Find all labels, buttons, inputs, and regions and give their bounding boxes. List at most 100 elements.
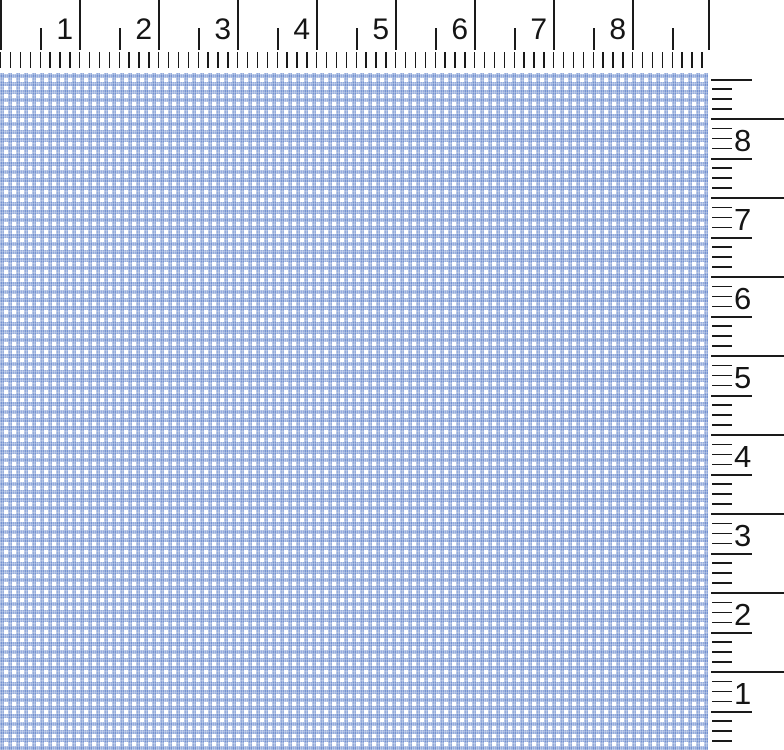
eighth-inch-tick [177,52,180,68]
eighth-inch-tick [286,52,288,68]
eighth-inch-tick [712,305,732,308]
eighth-inch-tick [128,52,130,68]
ruler-number: 2 [135,13,152,46]
right-ruler-vertical: 8 7 6 5 4 3 2 1 [711,73,784,750]
inch-tick [79,0,81,50]
half-inch-tick [711,78,752,81]
ruler-number: 7 [530,13,547,46]
eighth-inch-tick [523,52,525,68]
eighth-inch-tick [712,740,732,742]
half-inch-tick [711,631,752,634]
inch-tick [474,0,476,50]
eighth-inch-tick [167,52,170,68]
eighth-inch-tick [712,98,732,100]
ruler-number: 8 [734,123,752,158]
inch-tick [711,513,784,515]
eighth-inch-tick [712,493,732,495]
eighth-inch-tick [712,345,732,347]
top-ruler-horizontal: 1 2 3 4 5 6 7 8 [0,0,716,68]
eighth-inch-tick [395,52,397,68]
eighth-inch-tick [612,52,614,68]
eighth-inch-tick [543,52,545,68]
eighth-inch-tick [69,52,71,68]
eighth-inch-tick [712,256,732,258]
eighth-inch-tick [207,52,209,68]
eighth-inch-tick [19,52,22,68]
gingham-fabric-swatch [0,73,708,750]
half-inch-tick [118,28,121,50]
half-inch-tick [39,28,42,50]
eighth-inch-tick [553,52,555,68]
eighth-inch-tick [712,216,732,219]
eighth-inch-tick [276,52,278,68]
half-inch-tick [513,28,516,50]
half-inch-tick [434,28,437,50]
eighth-inch-tick [712,127,732,130]
eighth-inch-tick [712,562,732,564]
half-inch-tick [711,157,752,160]
eighth-inch-tick [79,52,81,68]
eighth-inch-tick [335,52,338,68]
inch-tick [158,0,160,50]
eighth-inch-tick [108,52,111,68]
inch-tick [237,0,239,50]
eighth-inch-tick [375,52,377,68]
inch-tick [711,276,784,278]
eighth-inch-tick [533,52,535,68]
eighth-inch-tick [0,52,2,68]
eighth-inch-tick [138,52,140,68]
eighth-inch-tick [296,52,298,68]
inch-tick [711,592,784,594]
eighth-inch-tick [651,52,654,68]
eighth-inch-tick [712,414,732,416]
eighth-inch-tick [712,532,732,535]
eighth-inch-tick [712,443,732,446]
eighth-inch-tick [712,384,732,387]
eighth-inch-tick [701,52,703,68]
eighth-inch-tick [365,52,367,68]
eighth-inch-tick [306,52,308,68]
ruler-number: 1 [734,676,752,711]
eighth-inch-tick [237,52,239,68]
eighth-inch-tick [88,52,91,68]
eighth-inch-tick [266,52,269,68]
eighth-inch-tick [712,611,732,614]
half-inch-tick [711,394,752,397]
ruler-number: 1 [56,13,73,46]
inch-tick [711,434,784,436]
half-inch-tick [711,315,752,318]
eighth-inch-tick [414,52,417,68]
ruler-number: 5 [372,13,389,46]
ruler-number: 3 [734,518,752,553]
inch-tick [711,355,784,357]
eighth-inch-tick [503,52,506,68]
eighth-inch-tick [483,52,486,68]
eighth-inch-tick [712,424,732,426]
eighth-inch-tick [622,52,624,68]
ruler-number: 3 [214,13,231,46]
eighth-inch-tick [712,700,732,703]
eighth-inch-tick [316,52,318,68]
eighth-inch-tick [691,52,693,68]
eighth-inch-tick [592,52,594,68]
ruler-number: 6 [451,13,468,46]
eighth-inch-tick [712,325,732,327]
eighth-inch-tick [148,52,150,68]
ruler-number: 8 [609,13,626,46]
eighth-inch-tick [712,335,732,337]
eighth-inch-tick [29,52,32,68]
eighth-inch-tick [444,52,446,68]
eighth-inch-tick [712,720,732,722]
eighth-inch-tick [671,52,673,68]
eighth-inch-tick [602,52,604,68]
eighth-inch-tick [98,52,101,68]
eighth-inch-tick [712,582,732,584]
eighth-inch-tick [158,52,160,68]
eighth-inch-tick [712,463,732,466]
eighth-inch-tick [712,661,732,663]
eighth-inch-tick [187,52,190,68]
eighth-inch-tick [712,285,732,288]
eighth-inch-tick [385,52,387,68]
inch-tick [553,0,555,50]
